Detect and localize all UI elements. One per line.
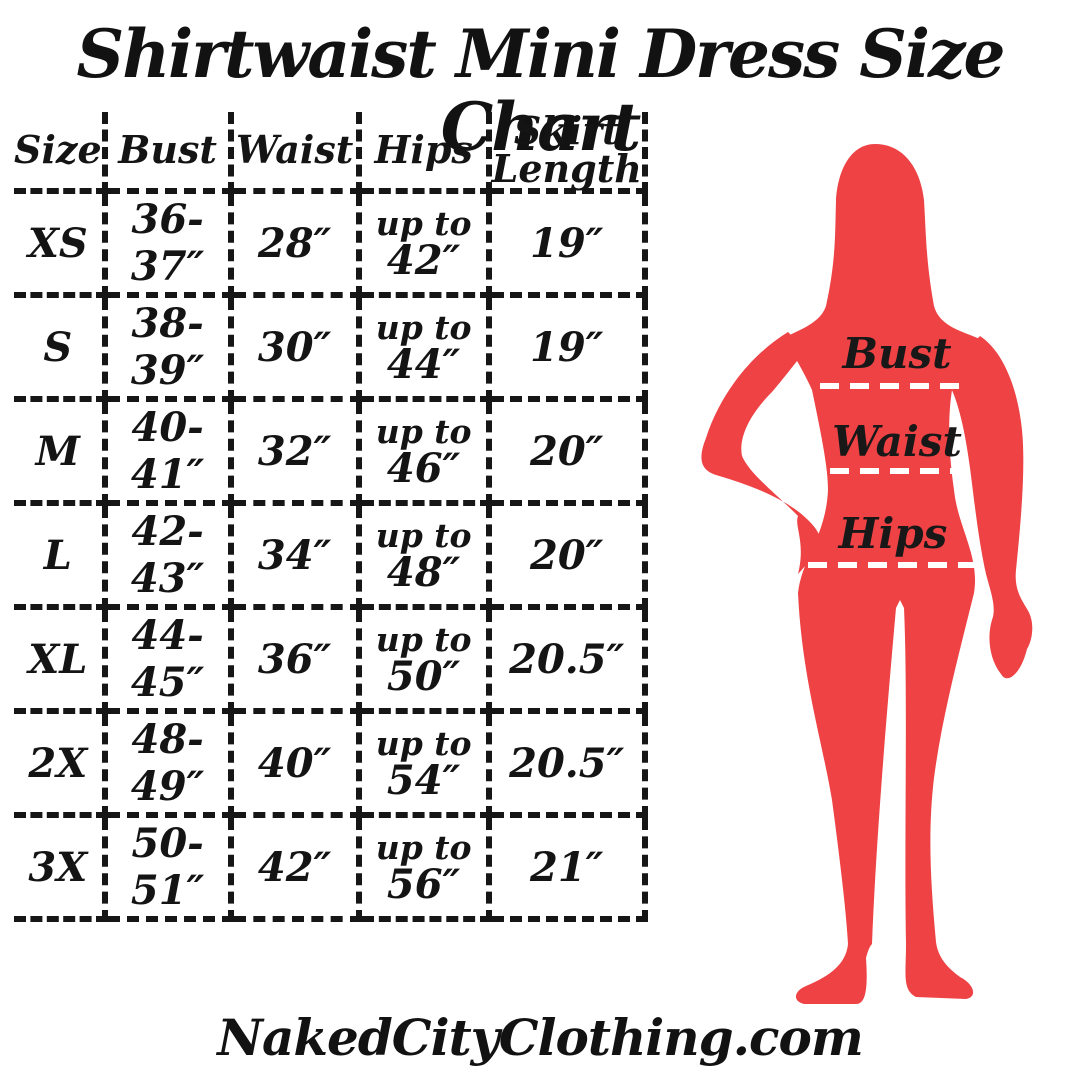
cell-size: 3X [14, 812, 108, 922]
table-row-2x: 2X 48-49″ 40″ up to 54″ 20.5″ [14, 708, 648, 818]
cell-bust: 44-45″ [101, 604, 234, 714]
cell-bust: 40-41″ [101, 396, 234, 506]
website-url: NakedCityClothing.com [217, 1008, 863, 1067]
silhouette-right-arm [950, 336, 1033, 679]
hips-upto-label: up to [375, 827, 472, 867]
cell-skirt: 19″ [485, 292, 648, 402]
female-silhouette-figure: Bust Waist Hips [690, 138, 1035, 1010]
col-header-skirt-length: Skirt Length [485, 112, 648, 194]
cell-hips: up to 44″ [355, 292, 492, 402]
cell-waist: 32″ [227, 396, 362, 506]
table-row-s: S 38-39″ 30″ up to 44″ 19″ [14, 292, 648, 402]
size-table-header: Size Bust Waist Hips Skirt Length [14, 112, 648, 194]
cell-skirt: 20.5″ [485, 604, 648, 714]
cell-hips: up to 50″ [355, 604, 492, 714]
cell-hips: up to 56″ [355, 812, 492, 922]
cell-size: S [14, 292, 108, 402]
cell-skirt: 19″ [485, 188, 648, 298]
cell-skirt: 21″ [485, 812, 648, 922]
cell-waist: 28″ [227, 188, 362, 298]
cell-skirt: 20.5″ [485, 708, 648, 818]
hips-value: 56″ [386, 860, 461, 908]
silhouette-body [784, 144, 982, 1004]
header-row: Size Bust Waist Hips Skirt Length [14, 112, 648, 194]
hips-value: 50″ [386, 652, 461, 700]
hips-value: 44″ [386, 340, 461, 388]
cell-hips: up to 54″ [355, 708, 492, 818]
table-row-m: M 40-41″ 32″ up to 46″ 20″ [14, 396, 648, 506]
silhouette-svg: Bust Waist Hips [701, 144, 1033, 1004]
cell-bust: 48-49″ [101, 708, 234, 818]
col-header-hips: Hips [355, 112, 492, 194]
hips-upto-label: up to [375, 515, 472, 555]
hips-value: 46″ [386, 444, 461, 492]
col-header-bust: Bust [101, 112, 234, 194]
size-table-body: XS 36-37″ 28″ up to 42″ 19″ S 38-39″ 30″… [14, 188, 648, 922]
table-row-3x: 3X 50-51″ 42″ up to 56″ 21″ [14, 812, 648, 922]
hips-value: 42″ [386, 236, 461, 284]
cell-waist: 42″ [227, 812, 362, 922]
waist-label: Waist [832, 417, 962, 466]
cell-bust: 42-43″ [101, 500, 234, 610]
table-row-l: L 42-43″ 34″ up to 48″ 20″ [14, 500, 648, 610]
bust-label: Bust [841, 329, 951, 378]
cell-size: XS [14, 188, 108, 298]
hips-value: 48″ [386, 548, 461, 596]
col-header-size: Size [14, 112, 108, 194]
cell-bust: 38-39″ [101, 292, 234, 402]
cell-waist: 30″ [227, 292, 362, 402]
col-header-waist: Waist [227, 112, 362, 194]
silhouette-left-arm [701, 332, 821, 574]
cell-hips: up to 46″ [355, 396, 492, 506]
cell-size: XL [14, 604, 108, 714]
cell-bust: 36-37″ [101, 188, 234, 298]
hips-label: Hips [838, 509, 948, 558]
cell-size: L [14, 500, 108, 610]
size-table: Size Bust Waist Hips Skirt Length XS 36-… [14, 112, 648, 922]
table-row-xs: XS 36-37″ 28″ up to 42″ 19″ [14, 188, 648, 298]
cell-hips: up to 48″ [355, 500, 492, 610]
cell-skirt: 20″ [485, 396, 648, 506]
hips-upto-label: up to [375, 203, 472, 243]
cell-waist: 34″ [227, 500, 362, 610]
cell-waist: 36″ [227, 604, 362, 714]
cell-bust: 50-51″ [101, 812, 234, 922]
hips-value: 54″ [386, 756, 461, 804]
cell-size: 2X [14, 708, 108, 818]
hips-upto-label: up to [375, 619, 472, 659]
hips-upto-label: up to [375, 723, 472, 763]
table-row-xl: XL 44-45″ 36″ up to 50″ 20.5″ [14, 604, 648, 714]
cell-hips: up to 42″ [355, 188, 492, 298]
hips-upto-label: up to [375, 411, 472, 451]
cell-size: M [14, 396, 108, 506]
hips-upto-label: up to [375, 307, 472, 347]
cell-skirt: 20″ [485, 500, 648, 610]
cell-waist: 40″ [227, 708, 362, 818]
